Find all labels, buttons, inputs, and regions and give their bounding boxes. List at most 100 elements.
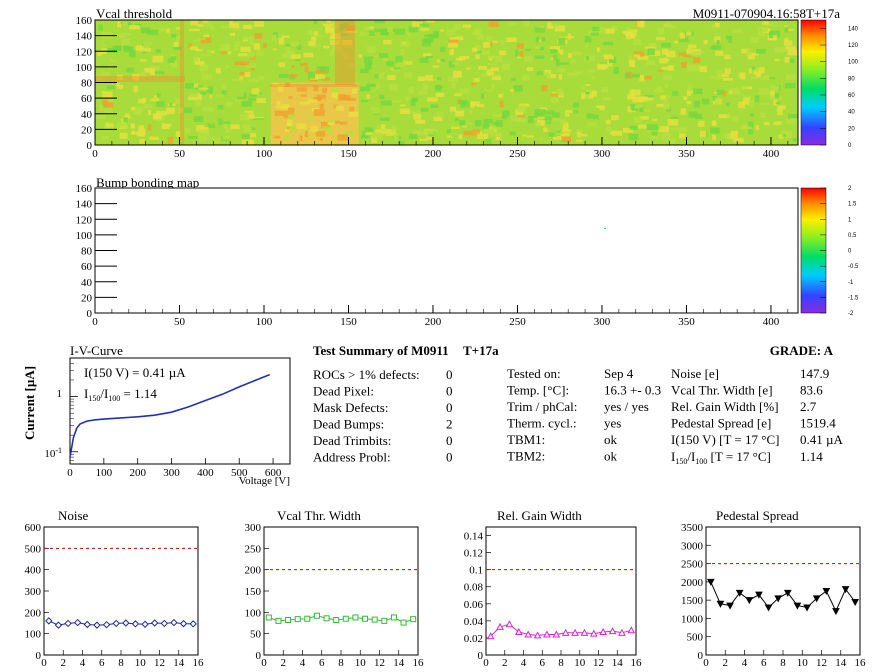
result-label: Noise [e] <box>671 366 719 381</box>
mini-y-tick: 100 <box>245 607 262 619</box>
mini-y-tick: 500 <box>687 632 704 644</box>
condition-label: Temp. [°C]: <box>507 383 569 398</box>
defect-value: 0 <box>446 450 453 465</box>
mini-x-tick: 2 <box>723 657 729 669</box>
iv-x-tick: 200 <box>129 467 146 479</box>
results-ratio-value: 1.14 <box>800 449 823 464</box>
data-point <box>533 631 542 639</box>
iv-curve-line <box>69 373 270 458</box>
mini-y-tick: 400 <box>25 565 42 577</box>
mini-y-tick: 200 <box>245 565 262 577</box>
data-point <box>150 619 159 627</box>
vcal-threshold-map: 0 50 100 150 200 250 300 350 400 0 20 40 60 80 100 120 1… <box>76 15 799 160</box>
data-point <box>112 619 120 628</box>
mini-y-tick: 250 <box>245 543 262 555</box>
vcal-map-title: Vcal threshold <box>96 6 173 21</box>
iv-ratio-text: I150/I100 = 1.14 <box>84 386 157 403</box>
data-point <box>716 600 725 608</box>
data-point <box>793 602 802 610</box>
defect-label: ROCs > 1% defects: <box>313 367 420 382</box>
condition-label: Therm. cycl.: <box>507 416 577 431</box>
bump-bonding-map: 0 50 100 150 200 250 300 350 400 0 20 40 60 80 100 120 1… <box>76 183 799 328</box>
map-y-tick: 0 <box>87 308 93 320</box>
mini-y-tick: 300 <box>245 522 262 534</box>
defect-value: 2 <box>446 417 453 432</box>
map-y-tick: 160 <box>76 15 93 27</box>
map-y-tick: 60 <box>81 261 93 273</box>
map-y-tick: 60 <box>81 93 93 105</box>
mini-x-tick: 8 <box>558 657 564 669</box>
mini-x-tick: 0 <box>261 657 267 669</box>
scale-tick-label: -2 <box>848 311 854 317</box>
data-point <box>832 608 840 616</box>
map-x-tick: 200 <box>425 316 442 328</box>
module-id-label: M0911-070904.16:58T+17a <box>693 6 841 21</box>
result-value: 2.7 <box>800 399 817 414</box>
result-label: Vcal Thr. Width [e] <box>671 383 773 398</box>
defect-value: 0 <box>446 384 453 399</box>
map-x-tick: 350 <box>678 316 695 328</box>
map-x-tick: 150 <box>340 316 357 328</box>
mini-x-tick: 14 <box>173 657 185 669</box>
condition-label: Trim / phCal: <box>507 399 577 414</box>
mini-x-tick: 6 <box>540 657 546 669</box>
condition-value: ok <box>604 432 618 447</box>
mini-y-tick: 200 <box>25 607 42 619</box>
map-x-tick: 250 <box>509 316 526 328</box>
mini-x-tick: 14 <box>835 657 847 669</box>
mini-y-tick: 1000 <box>681 613 704 625</box>
data-point <box>514 627 523 635</box>
mini-y-tick: 2500 <box>681 559 704 571</box>
mini-y-tick: 1500 <box>681 595 704 607</box>
summary-title: Test Summary of M0911 <box>313 343 449 358</box>
iv-x-tick: 600 <box>265 467 282 479</box>
mini-y-tick: 0.02 <box>464 633 483 645</box>
data-point <box>735 589 744 597</box>
mini-y-tick: 3500 <box>681 522 704 534</box>
map-y-tick: 120 <box>76 46 93 58</box>
data-point <box>400 619 407 626</box>
data-point <box>745 597 754 605</box>
data-point <box>362 615 369 622</box>
data-point <box>294 616 301 623</box>
map-y-tick: 20 <box>81 292 93 304</box>
scale-tick-label: 80 <box>848 76 855 82</box>
mini-y-tick: 300 <box>25 586 42 598</box>
map-y-tick: 100 <box>76 62 93 74</box>
mini-x-tick: 12 <box>154 657 165 669</box>
mini-x-tick: 2 <box>61 657 67 669</box>
map-x-tick: 200 <box>425 148 442 160</box>
result-value: 1519.4 <box>800 416 836 431</box>
data-point <box>45 617 53 625</box>
mini-y-tick: 0.06 <box>464 599 484 611</box>
condition-value: yes <box>604 416 621 431</box>
data-point <box>352 614 359 621</box>
result-label: I(150 V) [T = 17 °C] <box>671 432 779 447</box>
map-x-tick: 350 <box>678 148 695 160</box>
data-point <box>54 621 63 629</box>
data-point <box>618 628 626 636</box>
mini-y-tick: 0 <box>36 650 42 662</box>
mini-y-tick: 50 <box>250 629 262 641</box>
mini-x-tick: 8 <box>338 657 344 669</box>
data-point <box>608 627 617 635</box>
defect-value: 0 <box>446 400 453 415</box>
defect-label: Dead Trimbits: <box>313 433 391 448</box>
scale-tick-label: 140 <box>848 26 859 32</box>
iv-ytick-0-1: 10-1 <box>44 446 62 460</box>
mini-y-tick: 0.14 <box>464 531 484 543</box>
mini-y-tick: 0.12 <box>464 548 483 560</box>
mini-x-tick: 16 <box>413 657 425 669</box>
mini-x-tick: 4 <box>521 657 527 669</box>
map-y-tick: 40 <box>81 109 93 121</box>
map-y-tick: 160 <box>76 183 93 195</box>
defect-label: Dead Pixel: <box>313 384 374 399</box>
defect-value: 0 <box>446 433 453 448</box>
mini-y-tick: 600 <box>25 522 42 534</box>
result-value: 83.6 <box>800 383 823 398</box>
map-y-tick: 20 <box>81 124 93 136</box>
data-point <box>313 612 320 619</box>
map-x-tick: 150 <box>340 148 357 160</box>
vcal-color-scale: 0 20 40 60 80 100 120 140 <box>800 19 859 149</box>
mini-x-tick: 0 <box>703 657 709 669</box>
